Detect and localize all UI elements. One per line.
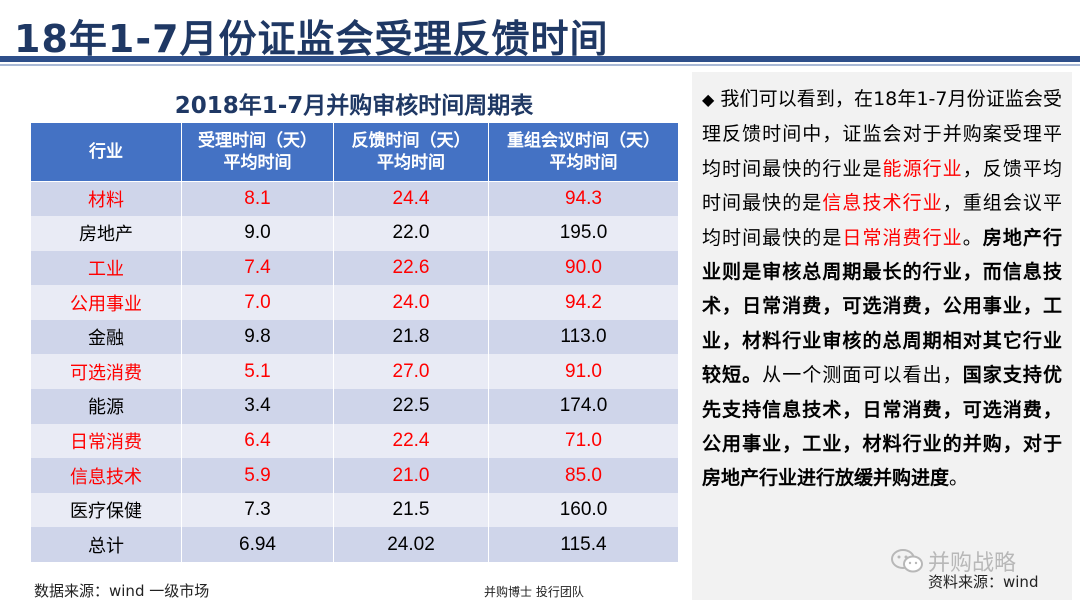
review-time-table: 行业 受理时间（天） 平均时间 反馈时间（天） 平均时间 重组会议时间（天） 平均时间… <box>30 122 679 563</box>
table-row: 公用事业 7.0 24.0 94.2 <box>30 285 679 320</box>
cell-accept-time: 7.4 <box>181 250 334 286</box>
table-row: 可选消费 5.1 27.0 91.0 <box>30 354 679 390</box>
header-industry: 行业 <box>30 122 182 182</box>
commentary-segment: 。 <box>962 226 983 249</box>
cell-industry: 日常消费 <box>30 423 182 459</box>
cell-accept-time: 7.3 <box>181 492 334 528</box>
table-row: 医疗保健 7.3 21.5 160.0 <box>30 492 679 528</box>
table-row: 信息技术 5.9 21.0 85.0 <box>30 458 679 493</box>
cell-industry: 公用事业 <box>30 285 182 320</box>
title-divider <box>0 56 1080 62</box>
table-row: 能源 3.4 22.5 174.0 <box>30 389 679 424</box>
table-row: 总计 6.94 24.02 115.4 <box>30 527 679 563</box>
cell-meeting-time: 94.3 <box>488 181 679 217</box>
table-row: 日常消费 6.4 22.4 71.0 <box>30 423 679 459</box>
commentary-segment: 房地产行业则是审核总周期最长的行业，而信息技术，日常消费，可选消费，公用事业，工… <box>702 226 1062 387</box>
commentary-text: ◆ 我们可以看到，在18年1-7月份证监会受理反馈时间中，证监会对于并购案受理平均… <box>702 82 1062 496</box>
cell-meeting-time: 113.0 <box>488 319 679 355</box>
cell-industry: 金融 <box>30 319 182 355</box>
cell-feedback-time: 22.0 <box>333 216 489 251</box>
team-credit: 并购博士 投行团队 <box>484 585 584 599</box>
cell-meeting-time: 71.0 <box>488 423 679 459</box>
bullet-icon: ◆ <box>702 90 715 109</box>
cell-industry: 医疗保健 <box>30 492 182 528</box>
cell-industry: 总计 <box>30 527 182 563</box>
cell-accept-time: 5.1 <box>181 354 334 390</box>
commentary-segment: 从一个测面可以看出， <box>762 364 963 387</box>
table-row: 材料 8.1 24.4 94.3 <box>30 181 679 217</box>
cell-accept-time: 9.8 <box>181 319 334 355</box>
table-header-row: 行业 受理时间（天） 平均时间 反馈时间（天） 平均时间 重组会议时间（天） 平均时间 <box>30 122 679 182</box>
cell-industry: 能源 <box>30 389 182 424</box>
cell-meeting-time: 115.4 <box>488 527 679 563</box>
cell-meeting-time: 91.0 <box>488 354 679 390</box>
commentary-panel <box>692 72 1072 600</box>
data-source-note: 数据来源：wind 一级市场 <box>34 582 210 600</box>
cell-meeting-time: 160.0 <box>488 492 679 528</box>
cell-accept-time: 6.94 <box>181 527 334 563</box>
cell-meeting-time: 90.0 <box>488 250 679 286</box>
header-meeting-time: 重组会议时间（天） 平均时间 <box>488 122 679 182</box>
commentary-segment: 我们可以看到，在18年1-7月份证监会受理反馈时间中，证监会对于并购案受理平均时… <box>702 88 1062 180</box>
watermark: 并购战略 <box>890 545 1016 577</box>
commentary-segment: 能源行业 <box>882 157 963 180</box>
cell-feedback-time: 21.0 <box>333 458 489 493</box>
cell-meeting-time: 94.2 <box>488 285 679 320</box>
table-title: 2018年1-7月并购审核时间周期表 <box>174 93 534 119</box>
commentary-segment: ，重组会议平均时间最快的是 <box>702 192 1062 249</box>
commentary-segment: 日常消费行业 <box>842 226 963 249</box>
cell-accept-time: 6.4 <box>181 423 334 459</box>
header-accept-time: 受理时间（天） 平均时间 <box>181 122 334 182</box>
cell-industry: 信息技术 <box>30 458 182 493</box>
title-divider-thin <box>0 64 1080 66</box>
table-row: 房地产 9.0 22.0 195.0 <box>30 216 679 251</box>
slide-title: 18年1-7月份证监会受理反馈时间 <box>14 17 609 61</box>
cell-feedback-time: 24.4 <box>333 181 489 217</box>
commentary-segment: ，反馈平均时间最快的是 <box>702 157 1062 215</box>
cell-meeting-time: 85.0 <box>488 458 679 493</box>
cell-industry: 可选消费 <box>30 354 182 390</box>
cell-feedback-time: 22.4 <box>333 423 489 459</box>
cell-accept-time: 5.9 <box>181 458 334 493</box>
wechat-icon <box>891 549 923 573</box>
cell-industry: 房地产 <box>30 216 182 251</box>
cell-feedback-time: 24.02 <box>333 527 489 563</box>
panel-source-note: 资料来源：wind <box>928 573 1039 591</box>
table-row: 工业 7.4 22.6 90.0 <box>30 250 679 286</box>
cell-feedback-time: 22.5 <box>333 389 489 424</box>
commentary-segment: 。 <box>949 467 969 490</box>
commentary-segment: 信息技术行业 <box>822 192 943 215</box>
cell-meeting-time: 174.0 <box>488 389 679 424</box>
commentary-segment: 国家支持优先支持信息技术，日常消费，可选消费，公用事业，工业，材料行业的并购，对… <box>702 364 1062 490</box>
cell-accept-time: 8.1 <box>181 181 334 217</box>
cell-accept-time: 9.0 <box>181 216 334 251</box>
cell-industry: 工业 <box>30 250 182 286</box>
cell-feedback-time: 27.0 <box>333 354 489 390</box>
cell-feedback-time: 22.6 <box>333 250 489 286</box>
cell-accept-time: 7.0 <box>181 285 334 320</box>
cell-meeting-time: 195.0 <box>488 216 679 251</box>
header-feedback-time: 反馈时间（天） 平均时间 <box>333 122 489 182</box>
cell-feedback-time: 21.5 <box>333 492 489 528</box>
cell-feedback-time: 24.0 <box>333 285 489 320</box>
cell-feedback-time: 21.8 <box>333 319 489 355</box>
cell-industry: 材料 <box>30 181 182 217</box>
table-row: 金融 9.8 21.8 113.0 <box>30 319 679 355</box>
cell-accept-time: 3.4 <box>181 389 334 424</box>
watermark-text: 并购战略 <box>928 551 1017 576</box>
